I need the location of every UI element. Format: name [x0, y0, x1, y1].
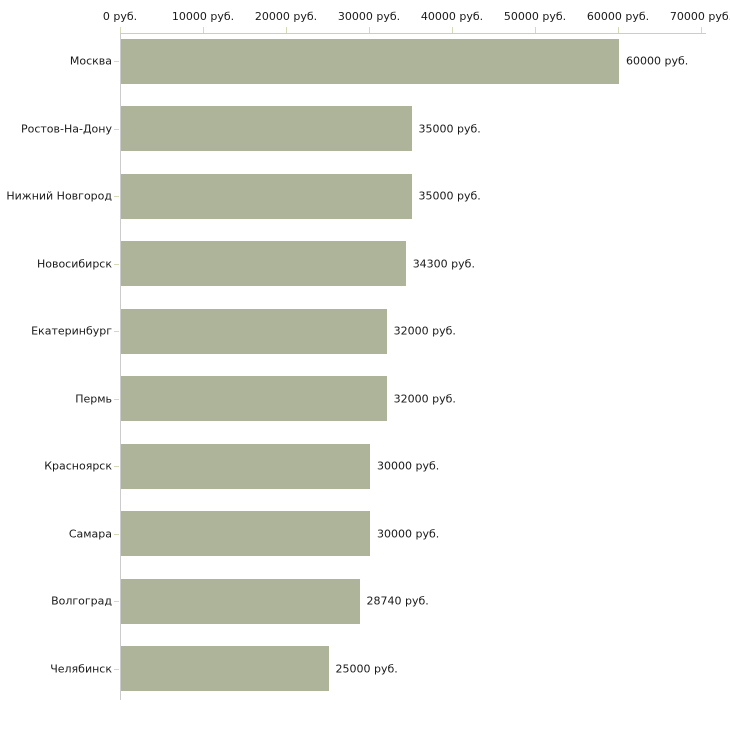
- bar: [121, 308, 387, 354]
- category-tick-mark: [114, 668, 119, 670]
- x-axis-tick-mark: [535, 27, 536, 33]
- bar: [121, 646, 329, 691]
- x-axis-tick-label: 0 руб.: [102, 10, 138, 23]
- x-axis-tick-mark: [701, 27, 702, 33]
- x-axis-tick-mark: [203, 27, 204, 33]
- bar: [121, 443, 370, 489]
- category-label: Пермь: [75, 392, 112, 405]
- x-axis-line: [120, 33, 706, 34]
- bar-value-label: 30000 руб.: [377, 527, 440, 540]
- category-tick-mark: [114, 466, 119, 467]
- bar-value-label: 25000 руб.: [335, 662, 398, 675]
- bar-value-label: 35000 руб.: [418, 122, 481, 135]
- bar-value-label: 28740 руб.: [366, 594, 429, 608]
- x-axis-tick-mark: [369, 27, 370, 33]
- bar-value-label: 34300 руб.: [412, 257, 475, 270]
- category-label: Ростов-На-Дону: [20, 122, 112, 135]
- category-label: Москва: [69, 54, 112, 68]
- category-label: Волгоград: [51, 594, 112, 608]
- category-tick-mark: [114, 398, 119, 400]
- category-tick-mark: [114, 128, 119, 130]
- x-axis-tick-label: 30000 руб.: [337, 10, 401, 23]
- bar: [121, 38, 619, 84]
- category-label: Красноярск: [44, 459, 112, 473]
- bar: [121, 511, 370, 556]
- category-label: Новосибирск: [36, 257, 112, 270]
- category-label: Самара: [68, 527, 112, 540]
- category-tick-mark: [114, 331, 119, 332]
- bar-value-label: 35000 руб.: [418, 189, 481, 203]
- bar: [121, 376, 387, 421]
- category-tick-mark: [114, 61, 119, 62]
- bar-value-label: 60000 руб.: [626, 54, 689, 68]
- bar: [121, 173, 412, 219]
- category-tick-mark: [114, 196, 119, 197]
- category-label: Челябинск: [50, 662, 112, 675]
- x-axis-tick-label: 70000 руб.: [669, 10, 730, 23]
- category-tick-mark: [114, 533, 119, 535]
- x-axis-tick-label: 50000 руб.: [503, 10, 567, 23]
- x-axis-tick-label: 40000 руб.: [420, 10, 484, 23]
- category-label: Нижний Новгород: [6, 189, 112, 203]
- bar-value-label: 32000 руб.: [393, 324, 456, 338]
- category-tick-mark: [114, 263, 119, 265]
- bar-value-label: 32000 руб.: [393, 392, 456, 405]
- category-tick-mark: [114, 601, 119, 602]
- x-axis-tick-mark: [286, 27, 287, 33]
- x-axis-tick-label: 60000 руб.: [586, 10, 650, 23]
- x-axis-tick-mark: [618, 27, 619, 33]
- y-axis-line: [120, 33, 121, 700]
- x-axis-tick-label: 10000 руб.: [171, 10, 235, 23]
- bar: [121, 241, 406, 286]
- bar: [121, 578, 360, 624]
- x-axis-tick-label: 20000 руб.: [254, 10, 318, 23]
- bar-value-label: 30000 руб.: [377, 459, 440, 473]
- x-axis-tick-mark: [120, 27, 121, 33]
- x-axis-tick-mark: [452, 27, 453, 33]
- category-label: Екатеринбург: [31, 324, 112, 338]
- bar: [121, 106, 412, 151]
